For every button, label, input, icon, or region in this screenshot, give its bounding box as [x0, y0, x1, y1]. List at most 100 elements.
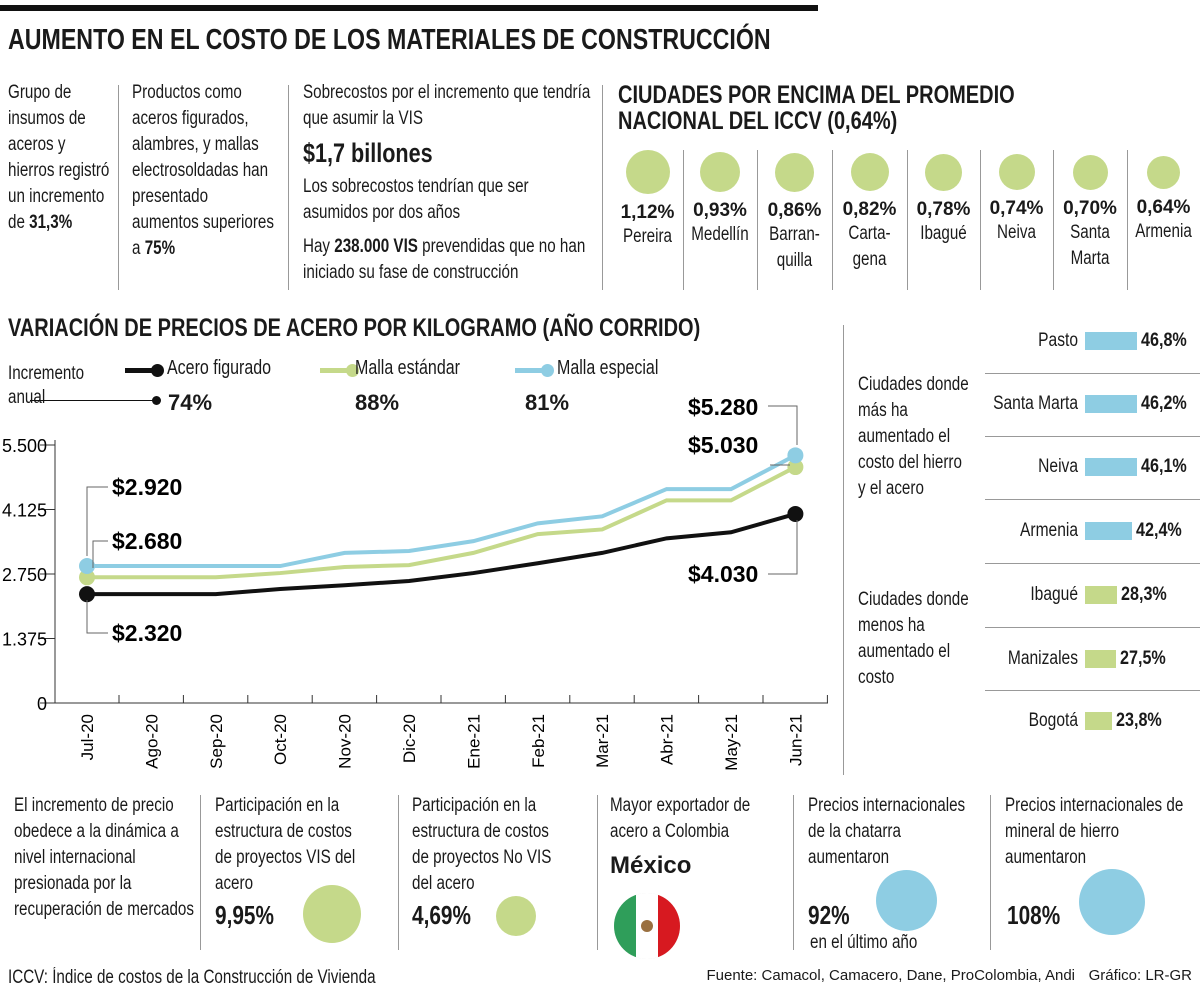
cities-title: CIUDADES POR ENCIMA DEL PROMEDIO NACIONA…: [618, 81, 1015, 135]
city-value: 0,64%: [1136, 196, 1191, 218]
fact-text: prevendidas que no han iniciado su fase …: [303, 236, 586, 283]
callout-leader: [86, 600, 108, 634]
divider: [985, 627, 1200, 628]
city-bubble: [625, 150, 670, 194]
vis-share-circle: [303, 885, 361, 943]
series-line: [87, 465, 797, 580]
bottom-fact-1: El incremento de precio obedece a la din…: [14, 795, 194, 920]
x-tick-label: Oct-20: [271, 714, 290, 765]
x-tick-label: Sep-20: [207, 714, 226, 769]
divider: [757, 150, 758, 290]
fact-value: 31,3%: [29, 212, 73, 233]
city-name: Carta- gena: [848, 223, 891, 270]
ranking-value: 46,8%: [1141, 330, 1188, 351]
divider: [832, 150, 833, 290]
city-item: 0,64% Armenia: [1127, 150, 1200, 245]
ranking-city: Neiva: [1038, 456, 1078, 477]
fact-vis: Hay 238.000 VIS prevendidas que no han i…: [303, 234, 595, 286]
callout-label: $4.030: [688, 561, 758, 587]
divider: [200, 795, 201, 950]
city-item: 0,86% Barran- quilla: [757, 150, 832, 274]
city-name: Armenia: [1135, 220, 1192, 242]
city-name: Medellín: [691, 224, 749, 245]
x-tick-label: Jun-21: [786, 714, 805, 766]
divider: [907, 150, 908, 290]
series-start-point: [79, 558, 95, 575]
series-line: [87, 453, 797, 569]
series-start-point: [79, 569, 95, 586]
top-rule: [0, 5, 818, 11]
city-value: 0,70%: [1063, 197, 1117, 219]
divider: [985, 372, 1200, 374]
fact-text: Hay: [303, 236, 335, 257]
legend-line: [125, 368, 157, 373]
series-end-point: [787, 447, 804, 464]
ranking-bar: [1085, 586, 1117, 604]
divider: [118, 85, 119, 290]
ranking-bar: [1085, 395, 1137, 413]
divider: [793, 795, 794, 950]
city-value: 0,74%: [989, 198, 1044, 219]
ranking-city: Santa Marta: [993, 393, 1078, 414]
legend-label: Malla especial: [557, 357, 659, 379]
city-item: 0,78% Ibagué: [907, 150, 980, 247]
y-tick-label: 2.750: [2, 565, 47, 585]
callout-label: $5.030: [688, 432, 758, 458]
bottom-fact-exporter: Mayor exportador de acero a Colombia: [610, 795, 751, 842]
divider: [990, 795, 991, 950]
city-value: 0,78%: [916, 198, 971, 220]
callout-label: $2.680: [112, 528, 182, 554]
ranking-row: Ibagué 28,3%: [940, 582, 1200, 608]
fact-text: Productos como aceros figurados, alambre…: [132, 82, 274, 259]
divider: [602, 85, 603, 290]
divider: [1127, 150, 1128, 290]
fact-value: 238.000 VIS: [334, 236, 418, 257]
mexico-flag-icon: [614, 893, 680, 959]
ranking-bar: [1085, 458, 1137, 476]
legend-increase-value: 81%: [525, 390, 570, 415]
iron-ore-increase-circle: [1079, 869, 1145, 935]
city-value: 0,86%: [767, 199, 822, 221]
footer-credit: Gráfico: LR-GR: [1088, 967, 1192, 984]
city-value: 0,93%: [693, 200, 747, 221]
ranking-bar: [1085, 332, 1138, 350]
ranking-row: Pasto 46,8%: [940, 328, 1200, 354]
legend-line: [515, 368, 547, 373]
ranking-value: 46,1%: [1140, 456, 1187, 477]
fact-text: Los sobrecostos tendrían que ser asumido…: [303, 176, 529, 223]
city-name: Santa Marta: [1070, 221, 1110, 269]
fact-value: 75%: [144, 238, 176, 259]
callout-leader: [768, 405, 798, 445]
divider: [843, 325, 844, 775]
bottom-fact-scrap: Precios internacionales de la chatarra a…: [808, 795, 966, 868]
page-title: AUMENTO EN EL COSTO DE LOS MATERIALES DE…: [8, 24, 771, 56]
legend-label: Acero figurado: [167, 357, 272, 379]
novis-share-value: 4,69%: [412, 900, 471, 930]
y-tick-label: 0: [37, 694, 47, 714]
y-tick-label: 1.375: [2, 630, 47, 650]
city-value: 0,82%: [842, 199, 897, 220]
city-item: 1,12% Pereira: [612, 150, 683, 250]
callout-label: $5.280: [688, 394, 758, 420]
ranking-value: 23,8%: [1115, 710, 1162, 731]
divider: [985, 563, 1200, 564]
fact-text: Grupo de insumos de aceros y hierros reg…: [8, 82, 110, 233]
bottom-fact-vis: Participación en la estructura de costos…: [215, 795, 356, 894]
city-bubble: [700, 152, 740, 192]
callout-leader: [768, 520, 798, 575]
fact-amount: $1,7 billones: [303, 138, 433, 168]
callout-label: $2.920: [112, 474, 182, 500]
divider: [597, 795, 598, 950]
y-tick-label: 4.125: [2, 501, 47, 521]
legend-marker: [346, 364, 359, 377]
bottom-fact-iron-ore: Precios internacionales de mineral de hi…: [1005, 795, 1184, 868]
divider: [985, 499, 1200, 500]
ranking-value: 42,4%: [1136, 520, 1183, 541]
city-bubble: [998, 154, 1035, 190]
ranking-bar: [1085, 522, 1133, 540]
fact-aceros-hierros: Grupo de insumos de aceros y hierros reg…: [8, 80, 116, 236]
fact-text: Sobrecostos por el incremento que tendrí…: [303, 82, 591, 129]
callout-label: $2.320: [112, 620, 182, 646]
divider: [398, 795, 399, 950]
